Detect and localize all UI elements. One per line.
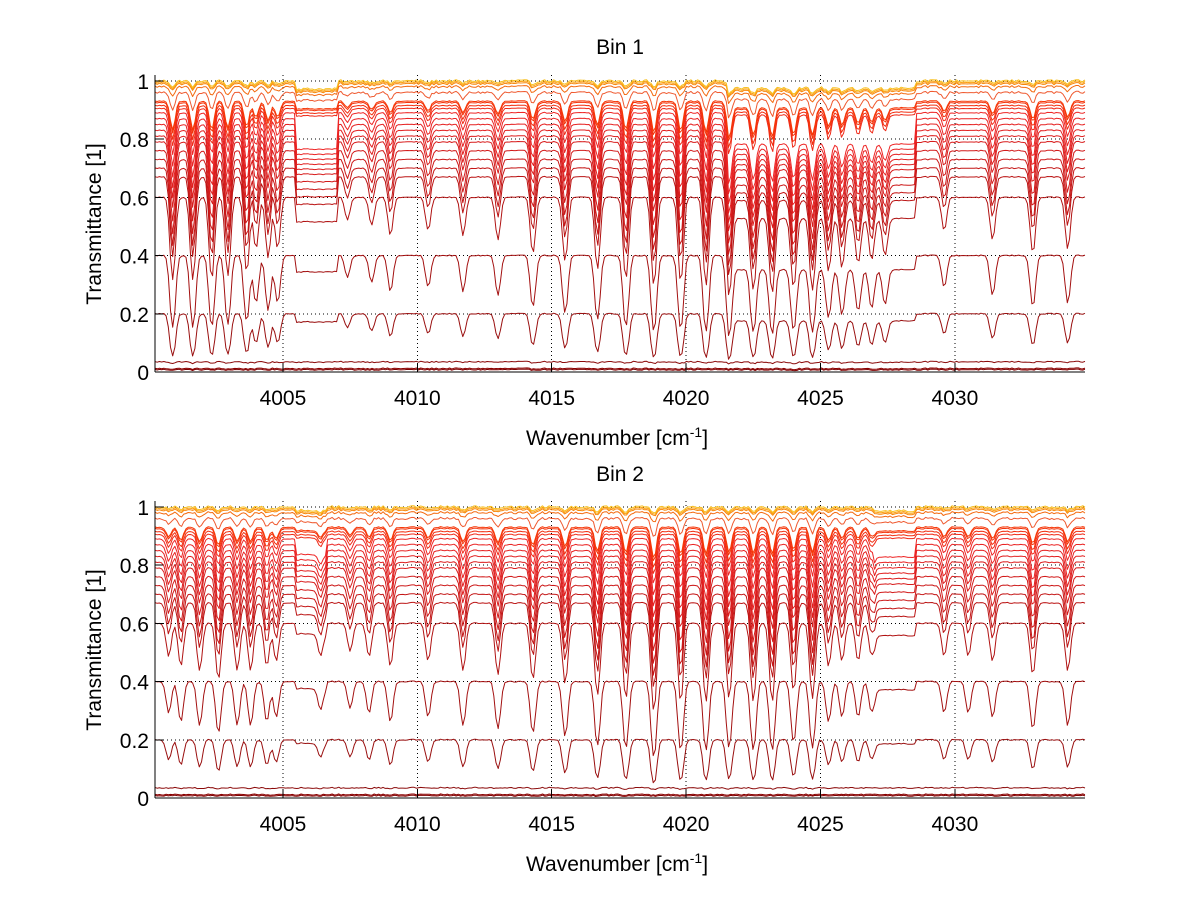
y-tick-labels: 0 0.2 0.4 0.6 0.8 1 — [120, 497, 150, 811]
trace-series-23 — [154, 80, 1086, 97]
axes — [154, 75, 1085, 373]
traces — [154, 79, 1086, 372]
axes — [154, 501, 1085, 799]
x-axis-label-superscript: -1 — [690, 850, 703, 866]
trace-series-4 — [154, 254, 1086, 336]
trace-series-7 — [154, 167, 1086, 266]
x-tick-label: 4020 — [663, 813, 710, 836]
trace-series-17 — [154, 530, 1086, 568]
x-tick-label: 4030 — [932, 813, 979, 836]
trace-series-19 — [154, 526, 1086, 558]
trace-series-19 — [154, 100, 1086, 139]
trace-series-14 — [154, 117, 1086, 195]
x-tick-label: 4010 — [394, 813, 441, 836]
trace-series-0 — [154, 794, 1086, 797]
x-axis-label: Wavenumber [cm-1] — [526, 424, 708, 450]
y-tick-label: 0 — [137, 788, 149, 811]
trace-series-2 — [154, 786, 1086, 790]
x-tick-label: 4015 — [528, 387, 575, 410]
traces — [154, 505, 1086, 797]
trace-series-10 — [154, 566, 1086, 638]
x-axis-label-suffix: ] — [702, 853, 708, 876]
trace-series-3 — [154, 312, 1086, 360]
trace-series-13 — [154, 549, 1086, 607]
trace-series-21 — [154, 85, 1086, 104]
y-tick-label: 0.8 — [120, 129, 149, 152]
trace-series-20 — [154, 90, 1086, 119]
x-tick-label: 4005 — [260, 813, 307, 836]
x-axis-label-text: Wavenumber [cm — [526, 853, 690, 876]
trace-series-17 — [154, 104, 1086, 148]
subplot-bin-2: Bin 2 4005 4010 4015 4020 4025 4030 0 0.2 0.4 0.… — [83, 463, 1086, 876]
x-tick-labels: 4005 4010 4015 4020 4025 4030 — [260, 387, 979, 410]
trace-series-9 — [154, 575, 1086, 651]
trace-series-8 — [154, 584, 1086, 664]
trace-series-22 — [154, 508, 1086, 517]
y-tick-label: 0.4 — [120, 246, 150, 269]
x-axis-label-text: Wavenumber [cm — [526, 427, 690, 450]
trace-series-2 — [154, 360, 1086, 365]
trace-series-3 — [154, 738, 1086, 784]
trace-series-23 — [154, 506, 1086, 515]
y-tick-label: 0.6 — [120, 187, 149, 210]
y-tick-labels: 0 0.2 0.4 0.6 0.8 1 — [120, 71, 150, 385]
trace-series-1 — [154, 367, 1086, 371]
y-tick-label: 0.6 — [120, 613, 149, 636]
trace-series-16 — [154, 107, 1086, 155]
trace-series-8 — [154, 158, 1086, 255]
trace-series-4 — [154, 680, 1086, 757]
trace-series-12 — [154, 129, 1086, 214]
trace-series-21 — [154, 511, 1086, 523]
trace-series-14 — [154, 543, 1086, 596]
trace-series-24 — [154, 505, 1086, 514]
trace-series-6 — [154, 175, 1086, 275]
trace-series-20 — [154, 516, 1086, 537]
x-tick-label: 4010 — [394, 387, 441, 410]
trace-series-22 — [154, 82, 1086, 98]
trace-series-6 — [154, 601, 1086, 687]
trace-series-16 — [154, 533, 1086, 574]
trace-series-7 — [154, 593, 1086, 676]
y-tick-label: 0 — [137, 362, 149, 385]
trace-series-11 — [154, 561, 1086, 628]
trace-series-15 — [154, 111, 1086, 184]
y-axis-label: Transmittance [1] — [83, 143, 106, 304]
y-tick-label: 0.2 — [120, 730, 149, 753]
subplot-title: Bin 1 — [596, 36, 644, 59]
y-tick-label: 0.2 — [120, 304, 149, 327]
x-tick-labels: 4005 4010 4015 4020 4025 4030 — [260, 813, 979, 836]
trace-series-11 — [154, 135, 1086, 223]
x-tick-label: 4020 — [663, 387, 710, 410]
trace-series-13 — [154, 123, 1086, 205]
y-tick-label: 0.4 — [120, 672, 150, 695]
y-axis-label: Transmittance [1] — [83, 569, 106, 730]
subplot-title: Bin 2 — [596, 463, 644, 486]
y-tick-label: 1 — [137, 497, 149, 520]
x-tick-label: 4030 — [932, 387, 979, 410]
trace-series-5 — [154, 622, 1086, 710]
x-tick-label: 4005 — [260, 387, 307, 410]
trace-series-0 — [154, 368, 1086, 372]
x-axis-label: Wavenumber [cm-1] — [526, 850, 708, 876]
trace-series-9 — [154, 149, 1086, 244]
trace-series-12 — [154, 555, 1086, 618]
trace-series-24 — [154, 79, 1086, 95]
trace-series-5 — [154, 196, 1086, 296]
subplot-bin-1: Bin 1 4005 4010 4015 4020 4025 4030 0 0.2 0.4 0.… — [83, 36, 1086, 450]
y-tick-label: 1 — [137, 71, 149, 94]
trace-series-10 — [154, 140, 1086, 232]
x-tick-label: 4015 — [528, 813, 575, 836]
x-tick-label: 4025 — [797, 813, 844, 836]
trace-series-1 — [154, 793, 1086, 796]
y-tick-label: 0.8 — [120, 555, 149, 578]
x-axis-label-suffix: ] — [702, 427, 708, 450]
trace-series-15 — [154, 537, 1086, 584]
x-tick-label: 4025 — [797, 387, 844, 410]
x-axis-label-superscript: -1 — [690, 424, 703, 440]
